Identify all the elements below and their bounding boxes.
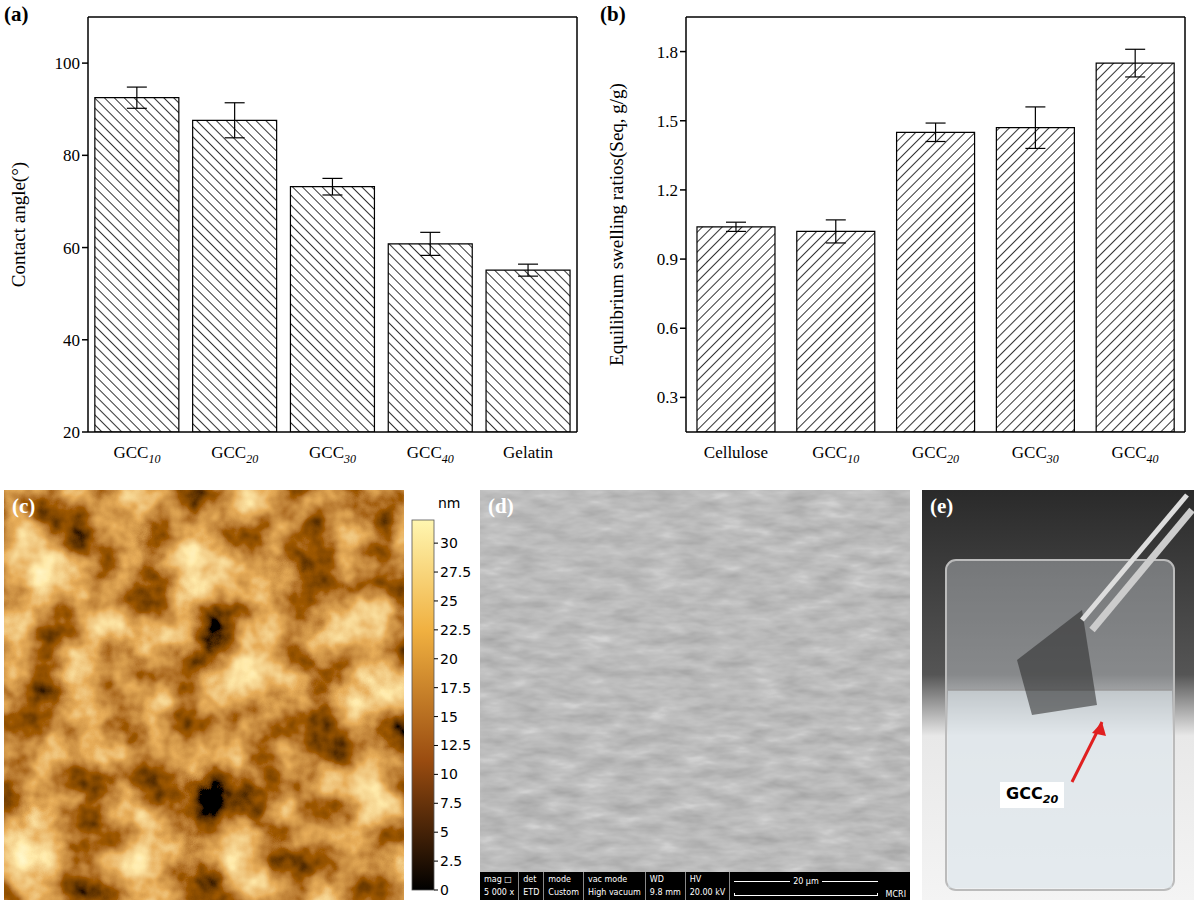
svg-text:GCC10: GCC10 (113, 443, 160, 466)
svg-text:20: 20 (63, 423, 80, 442)
svg-text:GCC20: GCC20 (211, 443, 258, 466)
svg-text:Equilibrium swelling ratios(Se: Equilibrium swelling ratios(Seq, g/g) (606, 83, 628, 366)
html-text:9.8 mm: 9.8 mm (649, 888, 681, 897)
svg-text:60: 60 (63, 239, 80, 258)
svg-text:0.9: 0.9 (657, 250, 678, 269)
svg-text:15: 15 (440, 709, 458, 725)
html-text:WD: WD (649, 875, 664, 884)
svg-text:5: 5 (440, 824, 449, 840)
svg-text:17.5: 17.5 (440, 680, 471, 696)
svg-text:Contact angle(°): Contact angle(°) (8, 162, 30, 287)
svg-text:0.6: 0.6 (657, 319, 678, 338)
html-text:ETD: ETD (523, 888, 540, 897)
svg-text:10: 10 (440, 766, 458, 782)
svg-text:GCC20: GCC20 (912, 443, 959, 466)
svg-text:100: 100 (55, 54, 81, 73)
html-text:GCC20: GCC20 (1006, 784, 1059, 807)
svg-text:nm: nm (438, 495, 461, 511)
html-text:mag □: mag □ (484, 875, 512, 884)
svg-text:30: 30 (440, 535, 458, 551)
svg-text:25: 25 (440, 593, 458, 609)
svg-text:1.2: 1.2 (657, 181, 678, 200)
html-text:Custom: Custom (548, 888, 579, 897)
svg-text:1.8: 1.8 (657, 43, 678, 62)
svg-text:20: 20 (440, 651, 458, 667)
svg-text:1.5: 1.5 (657, 112, 678, 131)
svg-text:22.5: 22.5 (440, 622, 471, 638)
html-text:5 000 x: 5 000 x (484, 888, 515, 897)
html-text:High vacuum: High vacuum (588, 888, 641, 897)
svg-text:2.5: 2.5 (440, 853, 462, 869)
html-text:(a): (a) (4, 2, 29, 26)
svg-text:0.3: 0.3 (657, 388, 678, 407)
html-text:mode: mode (548, 875, 571, 884)
svg-text:GCC40: GCC40 (407, 443, 454, 466)
svg-text:7.5: 7.5 (440, 795, 462, 811)
html-text:(c): (c) (12, 494, 36, 518)
svg-text:GCC40: GCC40 (1112, 443, 1159, 466)
svg-text:GCC30: GCC30 (309, 443, 356, 466)
html-text:vac mode: vac mode (588, 875, 628, 884)
svg-text:27.5: 27.5 (440, 564, 471, 580)
html-text:MCRI: MCRI (885, 890, 906, 899)
html-text:HV: HV (689, 875, 702, 884)
svg-text:0: 0 (440, 882, 449, 898)
svg-text:GCC30: GCC30 (1012, 443, 1059, 466)
svg-text:GCC10: GCC10 (812, 443, 859, 466)
svg-text:Cellulose: Cellulose (704, 443, 768, 462)
html-text:20.00 kV: 20.00 kV (689, 888, 726, 897)
svg-text:12.5: 12.5 (440, 737, 471, 753)
html-text:(d): (d) (488, 494, 514, 518)
html-text:det: det (523, 875, 537, 884)
html-text:(e): (e) (930, 494, 954, 518)
html-text:(b): (b) (600, 2, 626, 26)
svg-text:80: 80 (63, 146, 80, 165)
html-text:20 μm: 20 μm (793, 876, 819, 886)
svg-text:Gelatin: Gelatin (503, 443, 554, 462)
svg-text:40: 40 (63, 331, 80, 350)
